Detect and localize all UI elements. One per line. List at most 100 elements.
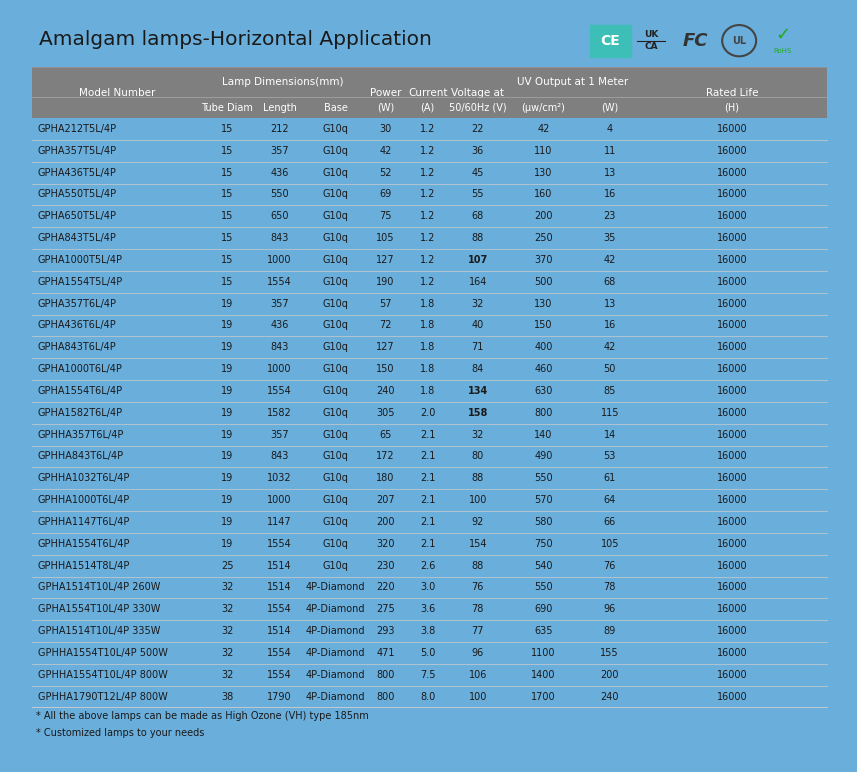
Text: 1000: 1000 (267, 495, 292, 505)
Text: Rated Life: Rated Life (705, 88, 758, 98)
Text: Length: Length (263, 103, 297, 113)
Text: 220: 220 (376, 582, 395, 592)
Text: G10q: G10q (322, 189, 349, 199)
Text: 436: 436 (271, 168, 289, 178)
Text: 4P-Diamond: 4P-Diamond (306, 582, 365, 592)
Text: 2.1: 2.1 (420, 452, 435, 462)
Text: 4P-Diamond: 4P-Diamond (306, 670, 365, 680)
Text: GPHA1514T10L/4P 260W: GPHA1514T10L/4P 260W (38, 582, 160, 592)
Text: 305: 305 (376, 408, 395, 418)
Text: 15: 15 (221, 277, 233, 287)
Text: GPHA357T6L/4P: GPHA357T6L/4P (38, 299, 117, 309)
Text: G10q: G10q (322, 560, 349, 571)
Text: 72: 72 (380, 320, 392, 330)
Text: 16000: 16000 (716, 495, 747, 505)
Text: 16000: 16000 (716, 517, 747, 527)
Text: 71: 71 (471, 342, 484, 352)
Text: 1.2: 1.2 (420, 233, 435, 243)
Text: Voltage at: Voltage at (452, 88, 505, 98)
Text: 800: 800 (376, 670, 395, 680)
Text: 78: 78 (603, 582, 616, 592)
Text: 16000: 16000 (716, 452, 747, 462)
Text: 16000: 16000 (716, 560, 747, 571)
Text: (H): (H) (724, 103, 740, 113)
Text: 650: 650 (271, 212, 289, 222)
Text: 32: 32 (221, 648, 233, 658)
Text: G10q: G10q (322, 386, 349, 396)
Text: 84: 84 (471, 364, 484, 374)
Text: 1.2: 1.2 (420, 146, 435, 156)
Text: CA: CA (644, 42, 658, 51)
Text: 630: 630 (534, 386, 553, 396)
Bar (590, 25, 631, 57)
Text: 1.8: 1.8 (420, 386, 435, 396)
Text: G10q: G10q (322, 473, 349, 483)
Text: 1.2: 1.2 (420, 124, 435, 134)
Text: G10q: G10q (322, 364, 349, 374)
Text: 16000: 16000 (716, 320, 747, 330)
Text: 580: 580 (534, 517, 553, 527)
Text: 19: 19 (221, 430, 233, 439)
Text: 69: 69 (380, 189, 392, 199)
Text: 1554: 1554 (267, 670, 292, 680)
Text: 158: 158 (468, 408, 488, 418)
Text: GPHHA1514T8L/4P: GPHHA1514T8L/4P (38, 560, 130, 571)
Text: 88: 88 (471, 233, 484, 243)
Text: 5.0: 5.0 (420, 648, 435, 658)
Text: 212: 212 (270, 124, 289, 134)
Text: G10q: G10q (322, 539, 349, 549)
Text: 16000: 16000 (716, 604, 747, 615)
Text: 127: 127 (376, 255, 395, 265)
Text: 13: 13 (603, 168, 616, 178)
Text: 293: 293 (376, 626, 395, 636)
Text: 68: 68 (471, 212, 484, 222)
Text: 1.8: 1.8 (420, 320, 435, 330)
Text: 15: 15 (221, 168, 233, 178)
Text: 42: 42 (603, 342, 616, 352)
Text: 750: 750 (534, 539, 553, 549)
Text: 1.2: 1.2 (420, 168, 435, 178)
Text: 32: 32 (471, 299, 484, 309)
Text: G10q: G10q (322, 255, 349, 265)
Text: 1000: 1000 (267, 255, 292, 265)
Text: 106: 106 (469, 670, 487, 680)
Text: 570: 570 (534, 495, 553, 505)
Text: 16000: 16000 (716, 212, 747, 222)
Text: GPHA843T5L/4P: GPHA843T5L/4P (38, 233, 117, 243)
Text: 490: 490 (534, 452, 553, 462)
Text: 22: 22 (471, 124, 484, 134)
Text: 471: 471 (376, 648, 395, 658)
Text: G10q: G10q (322, 517, 349, 527)
Text: 107: 107 (468, 255, 488, 265)
Text: 19: 19 (221, 539, 233, 549)
Text: 1400: 1400 (531, 670, 555, 680)
Text: 88: 88 (471, 560, 484, 571)
Text: 16000: 16000 (716, 146, 747, 156)
Text: 16: 16 (603, 189, 616, 199)
Text: GPHHA1000T6L/4P: GPHHA1000T6L/4P (38, 495, 130, 505)
Text: 64: 64 (603, 495, 616, 505)
Text: 357: 357 (270, 299, 289, 309)
Text: 32: 32 (221, 582, 233, 592)
Text: Lamp Dimensions(mm): Lamp Dimensions(mm) (222, 77, 344, 87)
Text: GPHA843T6L/4P: GPHA843T6L/4P (38, 342, 117, 352)
Text: 15: 15 (221, 255, 233, 265)
Text: 105: 105 (601, 539, 619, 549)
Text: 115: 115 (601, 408, 619, 418)
Text: 500: 500 (534, 277, 553, 287)
Text: RoHS: RoHS (774, 48, 792, 54)
Text: 357: 357 (270, 146, 289, 156)
Text: 1554: 1554 (267, 539, 292, 549)
Text: Model Number: Model Number (79, 88, 155, 98)
Text: ✓: ✓ (776, 25, 790, 44)
Text: 19: 19 (221, 452, 233, 462)
Text: 200: 200 (601, 670, 619, 680)
Text: 155: 155 (601, 648, 619, 658)
Text: GPHA436T6L/4P: GPHA436T6L/4P (38, 320, 117, 330)
Text: (A): (A) (421, 103, 434, 113)
Text: 2.6: 2.6 (420, 560, 435, 571)
Text: 1554: 1554 (267, 604, 292, 615)
Text: 57: 57 (380, 299, 392, 309)
Text: 4P-Diamond: 4P-Diamond (306, 692, 365, 702)
Text: 690: 690 (534, 604, 553, 615)
